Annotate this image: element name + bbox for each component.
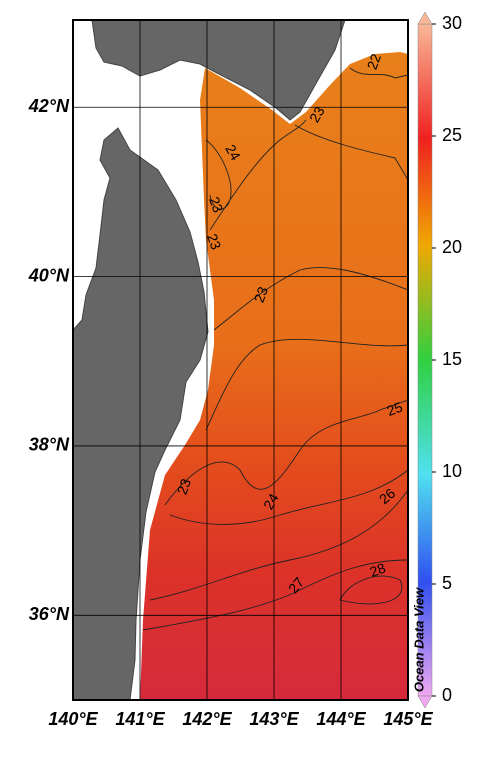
contour-label: 22 bbox=[364, 51, 384, 71]
contour-label: 23 bbox=[204, 232, 224, 252]
colorbar-tick-label: 20 bbox=[442, 237, 462, 257]
contour-label: 24 bbox=[260, 490, 282, 512]
x-tick-label: 143°E bbox=[249, 709, 299, 729]
y-tick-label: 36°N bbox=[29, 604, 70, 624]
contour-label: 23 bbox=[251, 284, 271, 304]
contour-label: 23 bbox=[174, 476, 194, 496]
y-tick-label: 40°N bbox=[28, 265, 70, 285]
land-hokkaido bbox=[91, 20, 346, 121]
map-area bbox=[73, 20, 408, 700]
colorbar-tick-label: 15 bbox=[442, 349, 462, 369]
contour-label: 23 bbox=[306, 103, 328, 125]
contour-label: 23 bbox=[206, 195, 226, 215]
colorbar-arrow-top bbox=[417, 11, 433, 25]
colorbar-tick-label: 30 bbox=[442, 13, 462, 33]
colorbar-tick-label: 10 bbox=[442, 461, 462, 481]
x-tick-label: 145°E bbox=[383, 709, 433, 729]
watermark: Ocean Data View bbox=[411, 587, 426, 692]
contour-label: 24 bbox=[222, 142, 244, 164]
y-tick-label: 38°N bbox=[29, 435, 70, 455]
land-honshu bbox=[73, 127, 209, 700]
colorbar-tick-label: 0 bbox=[442, 685, 452, 705]
x-tick-label: 141°E bbox=[115, 709, 165, 729]
x-tick-label: 142°E bbox=[182, 709, 232, 729]
map-frame bbox=[72, 19, 409, 701]
y-tick-label: 42°N bbox=[28, 96, 70, 116]
colorbar-tick-label: 5 bbox=[442, 573, 452, 593]
contours bbox=[142, 67, 408, 631]
colorbar-arrow-bottom bbox=[417, 695, 433, 709]
contour-label: 28 bbox=[368, 560, 388, 580]
x-tick-label: 144°E bbox=[316, 709, 366, 729]
contour-label: 25 bbox=[385, 399, 405, 419]
x-tick-label: 140°E bbox=[48, 709, 98, 729]
colorbar-tick-label: 25 bbox=[442, 125, 462, 145]
